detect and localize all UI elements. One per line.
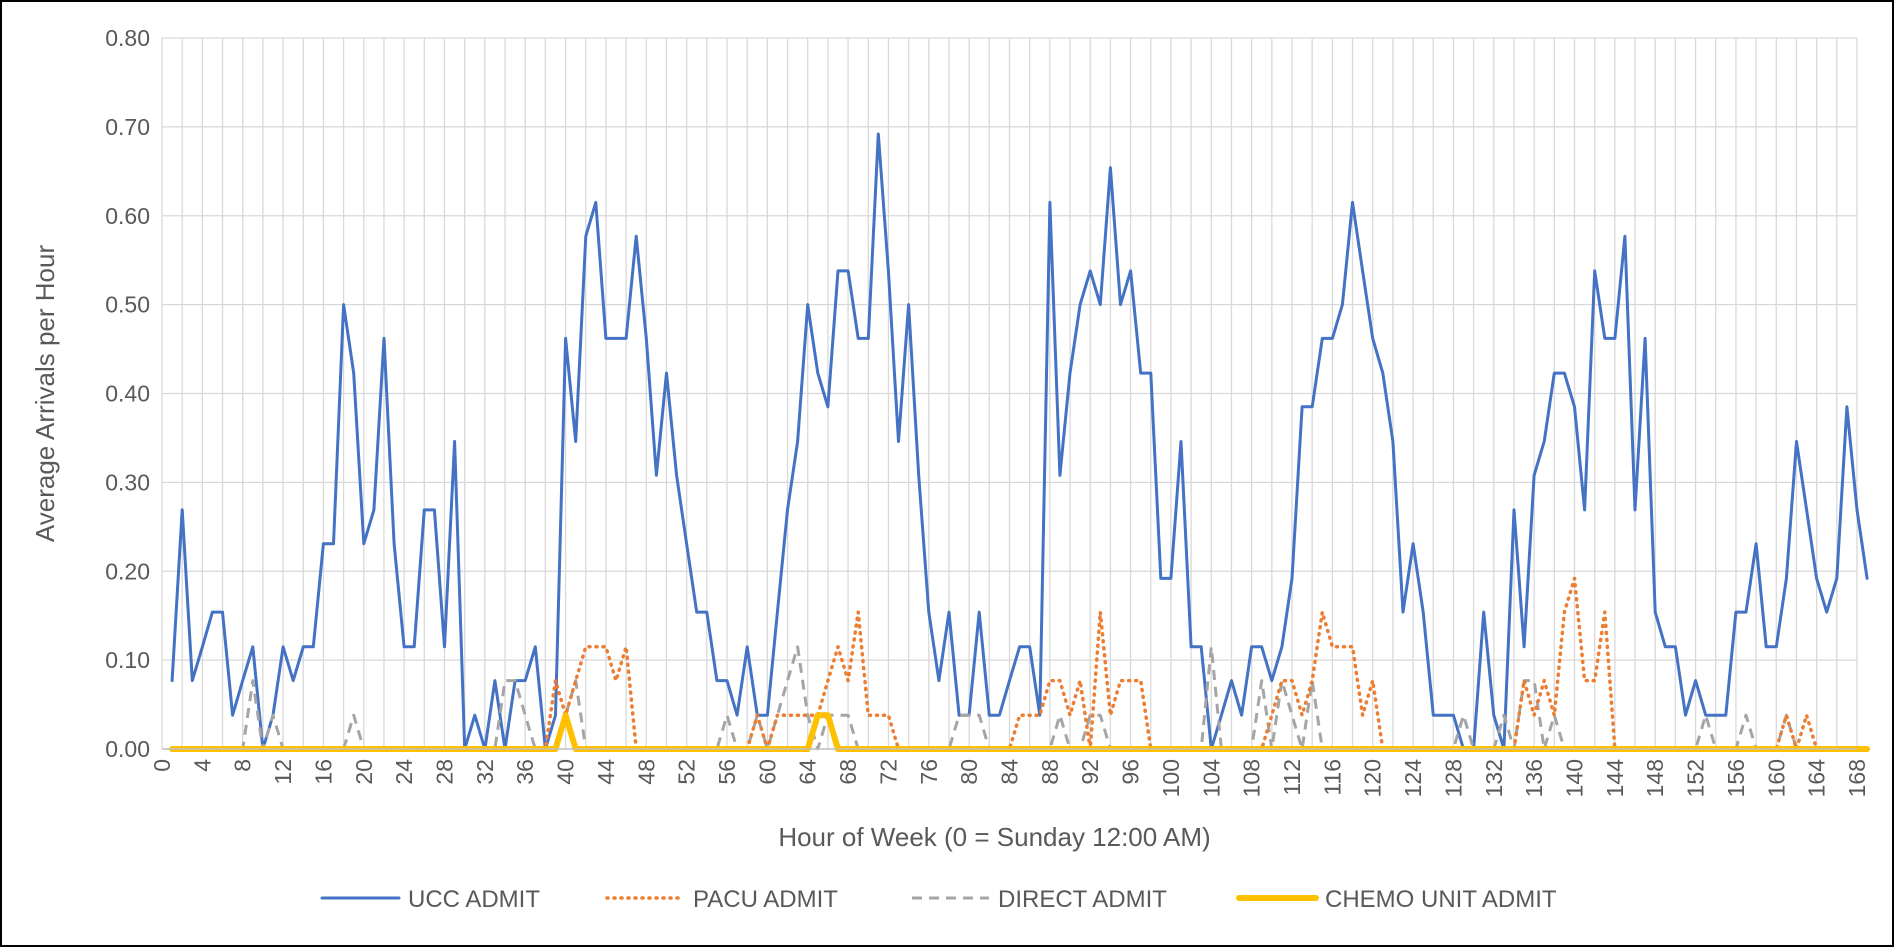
- x-tick-label: 76: [916, 759, 942, 785]
- x-tick-label: 72: [875, 759, 901, 785]
- series-line-direct-admit: [172, 645, 1807, 751]
- y-tick-label: 0.30: [105, 469, 150, 495]
- x-tick-label: 124: [1400, 759, 1426, 798]
- y-tick-label: 0.50: [105, 292, 150, 318]
- x-tick-label: 20: [351, 759, 377, 785]
- x-tick-label: 104: [1198, 759, 1224, 798]
- x-tick-label: 108: [1239, 759, 1265, 797]
- y-tick-label: 0.40: [105, 381, 150, 407]
- x-tick-label: 36: [512, 759, 538, 785]
- x-tick-label: 92: [1077, 759, 1103, 785]
- x-tick-label: 28: [432, 759, 458, 785]
- legend-label: UCC ADMIT: [408, 886, 540, 913]
- x-tick-label: 156: [1723, 759, 1749, 797]
- x-tick-label: 160: [1763, 759, 1789, 797]
- x-tick-label: 144: [1602, 759, 1628, 798]
- legend: UCC ADMIT PACU ADMIT DIRECT ADMIT CHEMO UNI…: [320, 886, 1557, 913]
- y-tick-label: 0.60: [105, 203, 150, 229]
- x-tick-label: 100: [1158, 759, 1184, 797]
- legend-label: CHEMO UNIT ADMIT: [1325, 886, 1557, 913]
- x-tick-label: 168: [1844, 759, 1870, 797]
- x-tick-label: 152: [1683, 759, 1709, 797]
- x-tick-label: 24: [391, 759, 417, 785]
- x-tick-label: 80: [956, 759, 982, 785]
- x-tick-label: 148: [1642, 759, 1668, 797]
- x-tick-label: 44: [593, 759, 619, 785]
- x-tick-label: 12: [270, 759, 296, 785]
- y-tick-label: 0.20: [105, 558, 150, 584]
- x-tick-label: 32: [472, 759, 498, 785]
- x-tick-label: 60: [754, 759, 780, 785]
- grid-lines: [161, 37, 1858, 750]
- x-tick-label: 0: [149, 759, 175, 772]
- x-tick-label: 140: [1562, 759, 1588, 797]
- y-tick-label: 0.00: [105, 736, 150, 762]
- y-tick-label: 0.70: [105, 114, 150, 140]
- series-lines: [169, 132, 1871, 752]
- x-tick-label: 64: [795, 759, 821, 785]
- series-line-pacu-admit: [170, 576, 1829, 751]
- x-tick-label: 136: [1521, 759, 1547, 797]
- legend-label: DIRECT ADMIT: [998, 886, 1167, 913]
- x-tick-label: 40: [553, 759, 579, 785]
- x-tick-label: 84: [997, 759, 1023, 785]
- x-tick-label: 16: [310, 759, 336, 785]
- x-tick-label: 96: [1118, 759, 1144, 785]
- x-axis-ticks: 0 4 8 12 16 20 24 28 32 36 40 44 48 52 56 60 64 68 72 76 80 8…: [149, 759, 1870, 798]
- x-tick-label: 164: [1804, 759, 1830, 798]
- x-tick-label: 132: [1481, 759, 1507, 797]
- y-axis-ticks: 0.00 0.10 0.20 0.30 0.40 0.50 0.60 0.70 0.80: [105, 25, 150, 762]
- x-tick-label: 120: [1360, 759, 1386, 797]
- y-axis-title: Average Arrivals per Hour: [30, 245, 60, 543]
- x-tick-label: 128: [1440, 759, 1466, 797]
- y-tick-label: 0.10: [105, 647, 150, 673]
- x-tick-label: 116: [1319, 759, 1345, 796]
- series-line-ucc-admit: [170, 132, 1869, 751]
- legend-label: PACU ADMIT: [693, 886, 838, 913]
- x-axis-title: Hour of Week (0 = Sunday 12:00 AM): [778, 822, 1210, 852]
- x-tick-label: 52: [674, 759, 700, 785]
- x-tick-label: 68: [835, 759, 861, 785]
- x-tick-label: 112: [1279, 759, 1305, 796]
- x-tick-label: 56: [714, 759, 740, 785]
- x-tick-label: 4: [189, 759, 215, 772]
- y-tick-label: 0.80: [105, 25, 150, 51]
- x-tick-label: 88: [1037, 759, 1063, 785]
- x-tick-label: 48: [633, 759, 659, 785]
- x-tick-label: 8: [230, 759, 256, 772]
